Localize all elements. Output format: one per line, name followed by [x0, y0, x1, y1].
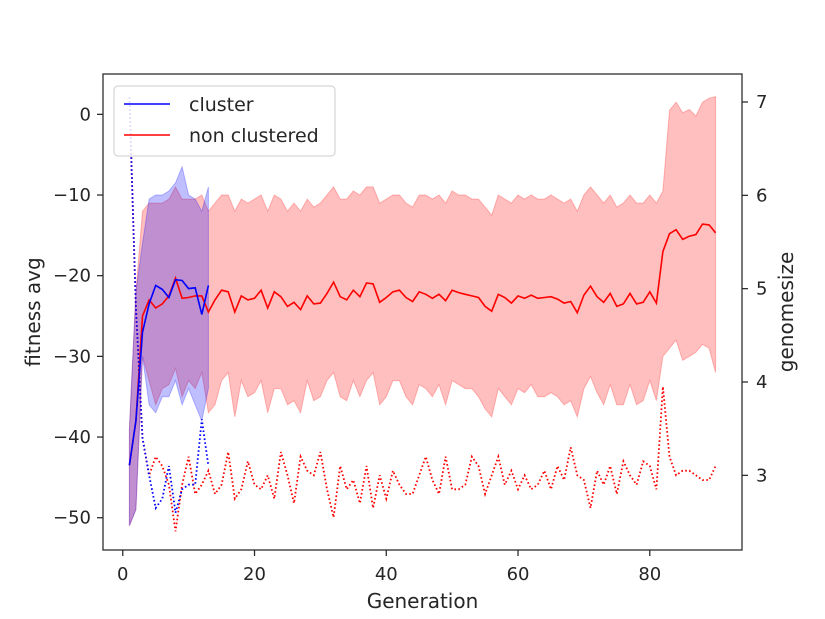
band-non-clustered: [128, 95, 717, 526]
plot-frame: [102, 73, 743, 551]
y2-tick-label: 5: [756, 279, 767, 300]
y-tick-label: 0: [80, 104, 91, 125]
y2-tick-label: 4: [756, 372, 767, 393]
x-tick-label: 0: [117, 564, 128, 585]
x-tick-label: 80: [638, 564, 661, 585]
band-cluster: [128, 165, 209, 526]
confidence-bands: [128, 95, 717, 526]
legend-label-non-clustered: non clustered: [189, 125, 319, 147]
y2-tick-label: 3: [756, 465, 767, 486]
x-axis-label: Generation: [367, 589, 479, 613]
y-tick-label: −50: [53, 508, 91, 529]
y2-axis-ticks: 3 4 5 6 7: [742, 92, 767, 486]
y-tick-label: −40: [53, 427, 91, 448]
x-tick-label: 40: [375, 564, 398, 585]
y2-axis-label: genomesize: [774, 252, 798, 372]
y-axis-ticks: 0 −10 −20 −30 −40 −50: [53, 104, 103, 529]
legend-label-cluster: cluster: [189, 94, 254, 116]
x-axis-ticks: 0 20 40 60 80: [117, 550, 661, 585]
y2-tick-label: 7: [756, 92, 767, 113]
y2-tick-label: 6: [756, 185, 767, 206]
y-tick-label: −30: [53, 346, 91, 367]
y-tick-label: −10: [53, 185, 91, 206]
line-non-clustered-genomesize: [128, 97, 717, 532]
x-tick-label: 20: [243, 564, 266, 585]
x-tick-label: 60: [507, 564, 530, 585]
y-tick-label: −20: [53, 266, 91, 287]
series-lines: [128, 97, 717, 532]
y-axis-label: fitness avg: [21, 257, 45, 366]
line-non-clustered: [128, 223, 717, 466]
line-cluster: [128, 278, 210, 466]
legend: cluster non clustered: [113, 85, 336, 157]
line-cluster-genomesize: [128, 97, 210, 513]
